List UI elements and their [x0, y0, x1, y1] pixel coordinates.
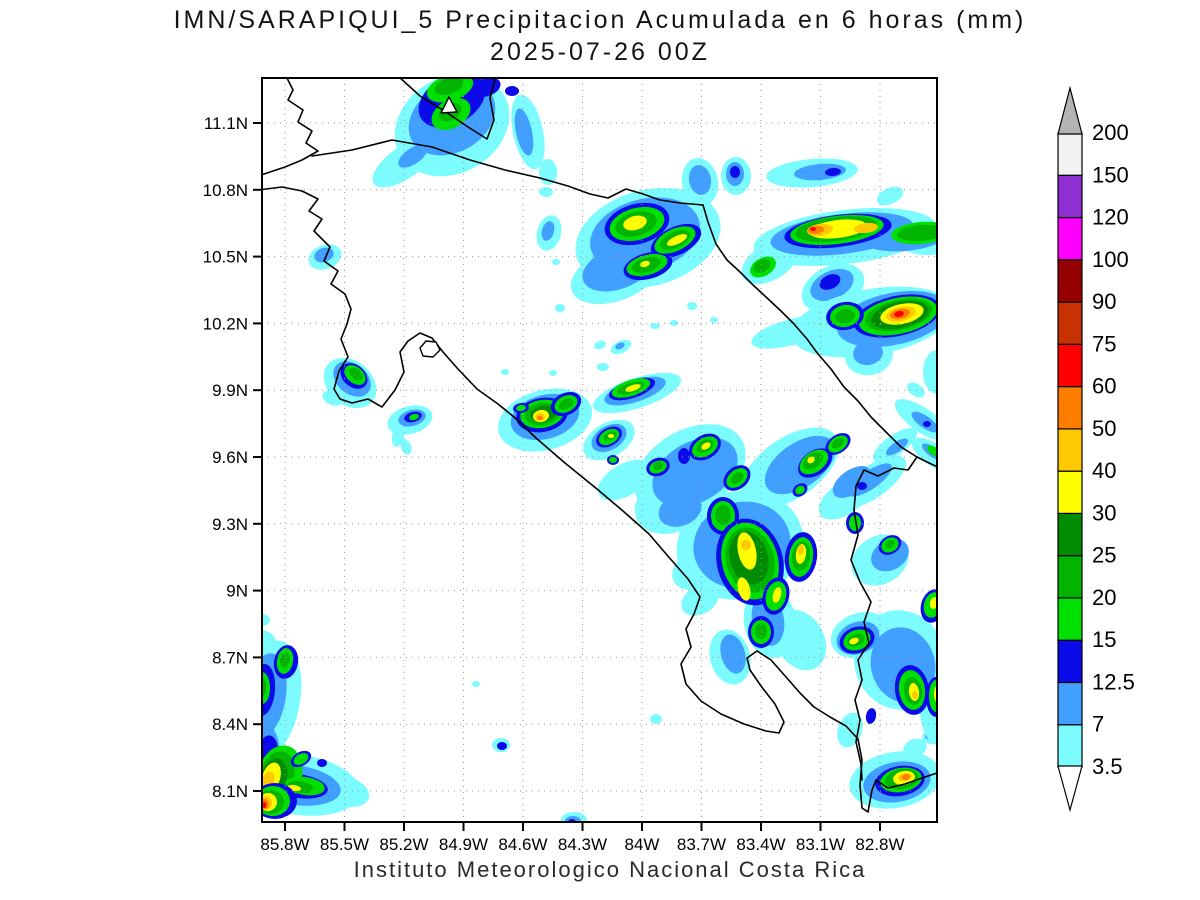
- precip-cell-central-small-yellow: [583, 419, 635, 465]
- colorbar-segment: [1057, 301, 1083, 345]
- lat-tick-label: 9.6N: [212, 448, 248, 467]
- lon-tick-label: 85.2W: [379, 835, 428, 854]
- footer-attribution: Instituto Meteorologico Nacional Costa R…: [353, 857, 867, 882]
- colorbar-segment: [1057, 174, 1083, 219]
- colorbar-segment: [1057, 597, 1083, 641]
- colorbar-tick-label: 150: [1092, 162, 1129, 187]
- colorbar-tick-label: 75: [1092, 331, 1116, 356]
- panama-border: [850, 456, 918, 781]
- colorbar-tick-label: 90: [1092, 289, 1116, 314]
- lon-tick-label: 85.5W: [320, 835, 369, 854]
- lon-tick-label: 83.4W: [736, 835, 785, 854]
- lat-tick-label: 8.4N: [212, 715, 248, 734]
- colorbar-tick-label: 30: [1092, 500, 1116, 525]
- colorbar-tick-label: 50: [1092, 416, 1116, 441]
- lon-tick-label: 82.8W: [855, 835, 904, 854]
- colorbar-segment: [1057, 512, 1083, 557]
- nicaragua-border: [311, 139, 704, 206]
- lat-tick-label: 10.5N: [203, 248, 248, 267]
- precip-streak-central-yellow: [593, 339, 681, 414]
- colorbar-arrow-below-min: [1057, 765, 1083, 813]
- colorbar-tick-label: 20: [1092, 585, 1116, 610]
- chart-subtitle-datetime: 2025-07-26 00Z: [490, 38, 710, 66]
- colorbar-segment: [1057, 259, 1083, 303]
- colorbar-tick-label: 60: [1092, 374, 1116, 399]
- costa-rica-pacific-coast: [262, 186, 937, 813]
- lake-nicaragua-shore: [399, 78, 497, 140]
- lon-tick-label: 84.6W: [498, 835, 547, 854]
- lat-tick-label: 8.1N: [212, 782, 248, 801]
- colorbar-segment: [1057, 724, 1083, 768]
- colorbar-segment: [1057, 386, 1083, 430]
- colorbar-segment: [1057, 470, 1083, 514]
- chart-title: IMN/SARAPIQUI_5 Precipitacion Acumulada …: [173, 6, 1027, 34]
- colorbar-segment: [1057, 343, 1083, 388]
- precip-complex-southwest-red-core: [262, 614, 370, 819]
- colorbar-segment: [1057, 216, 1083, 261]
- axis-labels: 85.8W 85.5W 85.2W 84.9W 84.6W 84.3W 84W 83.7W 83…: [203, 114, 905, 854]
- lon-tick-label: 85.8W: [260, 835, 309, 854]
- colorbar-segment: [1057, 428, 1083, 472]
- lon-tick-label: 84.3W: [558, 835, 607, 854]
- colorbar-tick-label: 12.5: [1092, 669, 1135, 694]
- colorbar-tick-label: 40: [1092, 458, 1116, 483]
- lon-tick-label: 84W: [625, 835, 660, 854]
- colorbar-tick-label: 100: [1092, 247, 1129, 272]
- lat-tick-label: 10.2N: [203, 314, 248, 333]
- colorbar-tick-label: 7: [1092, 712, 1104, 737]
- colorbar-segment: [1057, 639, 1083, 684]
- coastlines-and-borders: [262, 78, 937, 813]
- precip-cell-northeast-band: [741, 158, 937, 284]
- precip-cell-north-central-cluster: [570, 157, 751, 305]
- graticule: [262, 78, 937, 822]
- precipitation-shading: [262, 78, 937, 822]
- lat-tick-label: 9N: [226, 582, 248, 601]
- colorbar-legend: 3.5 7 12.5 15 20 25 30 40 50 60 75 90 100 120 150 200: [1057, 85, 1135, 813]
- colorbar-tick-label: 200: [1092, 120, 1129, 145]
- colorbar-segment: [1057, 681, 1083, 726]
- lat-tick-label: 10.8N: [203, 181, 248, 200]
- nicaragua-pacific-coast: [262, 78, 319, 176]
- lat-tick-label: 9.9N: [212, 381, 248, 400]
- map-frame: [261, 77, 938, 823]
- lon-tick-label: 83.1W: [796, 835, 845, 854]
- colorbar-tick-label: 25: [1092, 543, 1116, 568]
- caribbean-coast: [702, 204, 937, 468]
- lon-tick-label: 84.9W: [439, 835, 488, 854]
- colorbar-tick-label: 120: [1092, 205, 1129, 230]
- precip-cell-east-strong-red-core: [751, 286, 937, 394]
- colorbar-segment: [1057, 132, 1083, 176]
- lat-tick-label: 8.7N: [212, 648, 248, 667]
- precip-complex-southeast-panama: [830, 512, 937, 809]
- precip-cell-central-orange-core: [497, 388, 593, 452]
- ometepe-island-marker: [440, 96, 458, 114]
- colorbar-tick-label: 15: [1092, 627, 1116, 652]
- colorbar-segment: [1057, 555, 1083, 599]
- chira-island: [419, 340, 441, 358]
- lon-tick-label: 83.7W: [677, 835, 726, 854]
- lat-tick-label: 9.3N: [212, 515, 248, 534]
- precip-complex-talamanca: [597, 424, 918, 685]
- precip-cells-nicoya: [308, 244, 433, 455]
- colorbar-arrow-above-max: [1057, 85, 1083, 135]
- lat-tick-label: 11.1N: [204, 114, 248, 133]
- precip-scattered-light-spots: [501, 187, 718, 376]
- colorbar-tick-label: 3.5: [1092, 754, 1123, 779]
